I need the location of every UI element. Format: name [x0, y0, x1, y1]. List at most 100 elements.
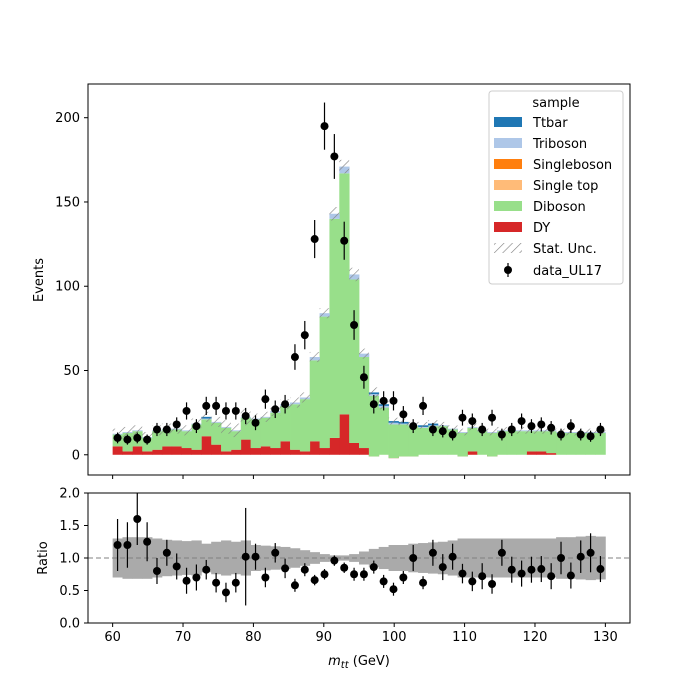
- data-point: [468, 417, 477, 426]
- ratio-point: [320, 570, 329, 579]
- bar-diboson: [506, 431, 518, 455]
- main-frame: [87, 83, 631, 476]
- ratio-point: [340, 563, 349, 572]
- data-point: [458, 413, 467, 422]
- stat-unc-bin: [230, 423, 241, 438]
- ratio-point: [290, 581, 299, 590]
- data-point: [182, 406, 191, 415]
- bar-diboson: [299, 399, 311, 452]
- legend-title: sample: [532, 96, 579, 111]
- bar-diboson: [388, 424, 399, 459]
- legend-swatch-singleboson: [494, 159, 522, 169]
- bar-dy: [260, 446, 271, 455]
- ratio-band-bin: [280, 546, 291, 570]
- ratio-point: [488, 580, 497, 588]
- bar-diboson: [221, 427, 232, 452]
- bar-dy: [142, 451, 153, 455]
- ratio-band-bin: [290, 548, 301, 568]
- bar-dy: [339, 414, 350, 455]
- bar-diboson: [339, 173, 350, 415]
- ratio-point: [517, 569, 526, 578]
- legend-label-singletop: Single top: [533, 179, 598, 194]
- ratio-band-bin: [457, 538, 468, 578]
- data-point: [359, 373, 368, 382]
- bar-diboson: [191, 424, 202, 450]
- ratio-point: [251, 552, 260, 561]
- legend-label-ttbar: Ttbar: [532, 116, 568, 131]
- bar-dy: [171, 446, 183, 455]
- data-point: [409, 422, 418, 431]
- data-point: [290, 353, 299, 362]
- ratio-point: [458, 569, 467, 578]
- bar-diboson: [171, 429, 183, 447]
- bar-dy: [270, 448, 281, 455]
- data-point: [340, 236, 349, 245]
- ratio-y-tick-label: 1.5: [59, 519, 80, 534]
- ratio-y-axis: 0.0 0.5 1.0 1.5 2.0: [59, 487, 88, 632]
- stat-unc-bin: [181, 425, 192, 436]
- bar-diboson: [565, 432, 577, 455]
- bar-diboson: [230, 431, 242, 450]
- bar-diboson: [309, 360, 320, 442]
- bar-dy: [112, 446, 123, 455]
- data-point: [478, 425, 487, 434]
- y-tick-label: 100: [55, 280, 80, 295]
- legend-label-singleboson: Singleboson: [533, 158, 612, 173]
- bar-diboson: [329, 218, 340, 438]
- ratio-band-bin: [546, 538, 557, 578]
- legend-label-dy: DY: [533, 221, 550, 236]
- stacked-histogram: [112, 166, 606, 459]
- bar-dy: [546, 453, 557, 455]
- bar-dy: [359, 448, 370, 455]
- legend-swatch-singletop: [494, 180, 522, 190]
- data-point: [566, 422, 575, 431]
- ratio-point: [369, 563, 378, 572]
- ratio-point: [212, 578, 221, 587]
- data-point: [143, 435, 152, 444]
- bar-diboson: [349, 279, 360, 443]
- stat-unc-bin: [359, 348, 369, 359]
- data-point: [389, 396, 398, 405]
- bar-dy: [240, 439, 251, 455]
- bar-diboson: [418, 427, 429, 455]
- ratio-point: [281, 564, 290, 573]
- data-point: [448, 430, 457, 439]
- ratio-point: [231, 578, 240, 587]
- bar-dy: [526, 451, 537, 455]
- ratio-point: [221, 588, 230, 597]
- bar-dy: [280, 441, 291, 455]
- data-point: [221, 406, 230, 415]
- bar-diboson: [161, 429, 173, 447]
- ratio-point: [182, 576, 191, 585]
- bar-dy: [536, 451, 547, 455]
- ratio-point: [507, 565, 516, 574]
- ratio-point: [389, 585, 398, 594]
- legend-swatch-triboson: [494, 138, 522, 148]
- data-point: [192, 422, 201, 431]
- stat-unc-bin: [329, 207, 340, 221]
- data-point: [537, 420, 546, 429]
- bar-dy: [230, 449, 242, 455]
- ratio-band-bin: [418, 543, 429, 573]
- ratio-point: [409, 554, 418, 562]
- ratio-point: [152, 567, 161, 575]
- data-point: [419, 401, 428, 410]
- stat-unc-bin: [299, 392, 310, 403]
- x-tick-label: 110: [452, 630, 477, 645]
- data-point: [231, 406, 240, 415]
- x-axis-label: mtt (GeV): [328, 654, 390, 671]
- ratio-point: [133, 515, 142, 523]
- data-point: [261, 395, 270, 404]
- legend-label-triboson: Triboson: [532, 137, 587, 152]
- x-tick-label: 90: [316, 630, 333, 645]
- ratio-point: [596, 565, 605, 574]
- bar-diboson: [270, 412, 281, 449]
- data-point: [586, 432, 595, 441]
- bar-diboson: [437, 426, 449, 455]
- bar-diboson: [516, 431, 527, 455]
- ratio-band-bin: [201, 543, 212, 573]
- bar-diboson: [250, 419, 261, 449]
- stat-unc-bin: [388, 417, 399, 425]
- stat-unc-bin: [319, 308, 330, 319]
- x-tick-label: 70: [175, 630, 192, 645]
